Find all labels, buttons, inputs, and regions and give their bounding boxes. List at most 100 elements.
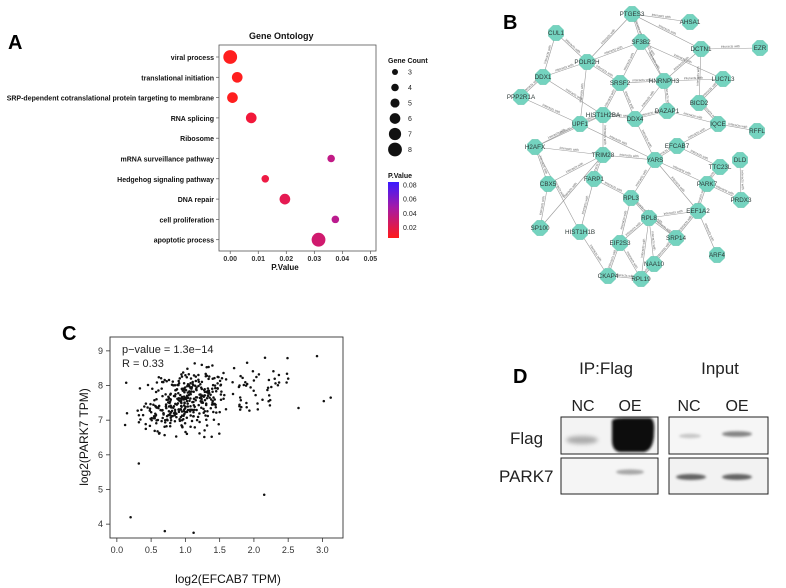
scatter-point <box>203 398 207 402</box>
blot-band <box>722 474 752 480</box>
scatter-point <box>256 408 260 411</box>
scatter-point <box>297 406 300 410</box>
scatter-point <box>254 393 257 397</box>
scatter-point <box>175 415 178 419</box>
network-node-label: TTC23L <box>709 164 732 171</box>
scatter-point <box>199 382 202 386</box>
gene-count-legend-dot <box>389 113 401 124</box>
network-edge-label: interacts with <box>609 134 628 146</box>
scatter-point <box>223 393 226 397</box>
scatter-point <box>202 411 205 414</box>
scatter-point <box>154 412 157 416</box>
scatter-point <box>137 414 141 417</box>
scatter-point <box>152 416 156 420</box>
scatter-point <box>257 373 261 376</box>
network-node <box>627 111 643 127</box>
network-node-label: EIF2S3 <box>610 240 631 247</box>
network-node <box>712 159 728 175</box>
scatter-point <box>144 402 148 405</box>
network-edge <box>666 110 719 125</box>
panel-c-letter: C <box>62 323 76 345</box>
network-node <box>693 41 709 57</box>
scatter-point <box>272 370 275 373</box>
network-node <box>586 171 602 187</box>
network-node-label: SP100 <box>531 225 550 232</box>
scatter-point <box>315 354 319 358</box>
gene-count-legend-dot <box>391 83 399 92</box>
network-node <box>633 271 649 287</box>
scatter-point <box>169 416 173 419</box>
scatter-point <box>200 380 204 384</box>
scatter-point <box>155 421 158 425</box>
scatter-point <box>197 380 201 383</box>
network-edge-label: interacts with <box>538 155 548 175</box>
gene-count-legend-dot <box>388 142 402 157</box>
network-edge-label: interacts with <box>641 109 661 118</box>
gene-count-legend-label: 4 <box>408 85 412 92</box>
scatter-point <box>186 402 189 405</box>
network-edge-label: interacts with <box>609 112 629 118</box>
go-term-labels: viral process translational initiation SRP… <box>7 55 219 245</box>
scatter-y-tick-label: 4 <box>98 519 103 529</box>
network-edge <box>631 13 702 50</box>
network-node-label: H2AFX <box>525 144 546 151</box>
network-edge-label: interacts with <box>651 13 671 20</box>
go-term-label: cell proliferation <box>160 217 214 224</box>
scatter-point <box>182 398 186 401</box>
network-edge-label: interacts with <box>696 187 706 207</box>
scatter-point <box>180 373 183 376</box>
network-edge <box>663 78 724 82</box>
scatter-point <box>193 426 197 429</box>
scatter-point <box>192 408 195 412</box>
scatter-point <box>173 408 177 412</box>
scatter-point <box>185 399 189 403</box>
scatter-point <box>252 379 256 382</box>
scatter-point <box>187 373 191 376</box>
network-edge-label: interacts with <box>658 24 677 36</box>
scatter-point <box>222 371 225 375</box>
scatter-point <box>189 404 192 408</box>
scatter-point <box>169 392 172 395</box>
network-node <box>699 176 715 192</box>
network-node-label: AHSA1 <box>680 19 701 26</box>
scatter-point <box>203 429 206 432</box>
scatter-point <box>213 376 216 380</box>
scatter-point <box>238 403 241 406</box>
blot-membrane <box>560 457 659 495</box>
network-node <box>690 203 706 219</box>
network-edge-label: interacts with <box>543 44 552 64</box>
scatter-point <box>178 377 182 380</box>
scatter-point <box>270 385 273 389</box>
network-node <box>612 235 628 251</box>
scatter-point <box>212 396 215 399</box>
scatter-point <box>218 432 221 435</box>
scatter-point <box>197 373 200 377</box>
scatter-point <box>256 402 259 405</box>
scatter-point <box>204 414 207 417</box>
network-node-label: CUL1 <box>548 30 565 37</box>
scatter-point <box>189 392 192 396</box>
panel-c: C p−value = 1.3e−14 R = 0.33 0.0 0.5 1.0 1.… <box>62 323 344 586</box>
scatter-point <box>322 399 326 403</box>
network-node <box>527 139 543 155</box>
network-node <box>647 152 663 168</box>
network-edge-label: interacts with <box>564 38 581 54</box>
network-node-label: TRIM28 <box>592 152 615 159</box>
scatter-point <box>166 418 169 422</box>
scatter-point <box>245 382 249 386</box>
network-node <box>669 138 685 154</box>
scatter-point <box>192 410 195 414</box>
scatter-point <box>205 374 209 378</box>
scatter-y-axis-label: log2(PARK7 TPM) <box>77 388 91 486</box>
scatter-point <box>140 408 143 412</box>
scatter-point <box>198 432 201 435</box>
network-edge-label: interacts with <box>663 209 683 216</box>
scatter-point <box>180 405 183 408</box>
scatter-y-tick-label: 9 <box>98 346 103 356</box>
scatter-point <box>173 414 176 417</box>
network-edge-label: interacts with <box>672 164 691 176</box>
network-edge-label: interacts with <box>632 78 652 83</box>
gene-count-legend-label: 8 <box>408 147 412 154</box>
scatter-point <box>153 429 156 433</box>
